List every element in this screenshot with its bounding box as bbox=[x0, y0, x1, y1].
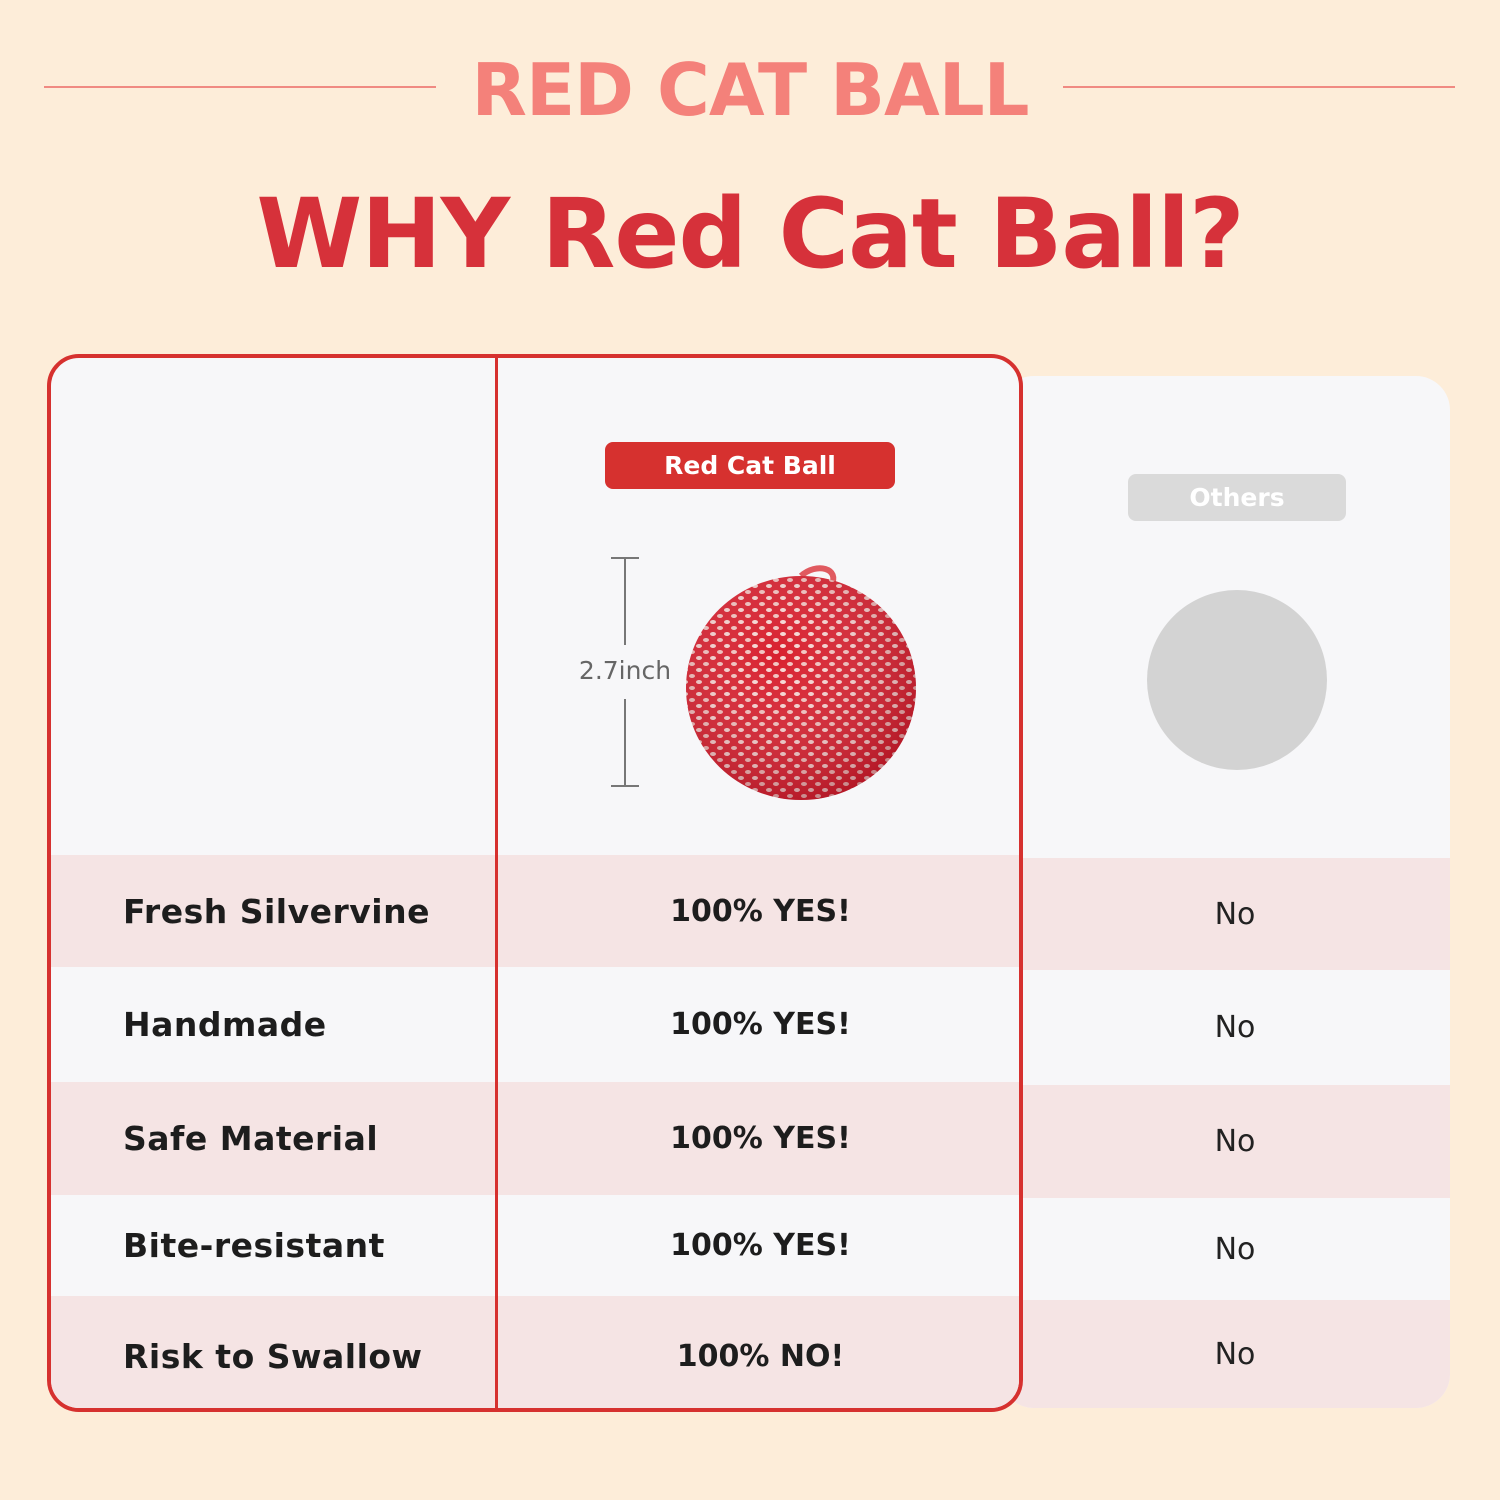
red-cat-ball-value: 100% NO! bbox=[676, 1338, 845, 1374]
table-row: Handmade 100% YES! bbox=[51, 967, 1019, 1082]
feature-label: Safe Material bbox=[123, 1119, 379, 1158]
table-row: Safe Material 100% YES! bbox=[51, 1082, 1019, 1195]
feature-label: Risk to Swallow bbox=[123, 1336, 423, 1376]
others-row: No bbox=[1000, 1300, 1450, 1408]
header-rule-right bbox=[1063, 86, 1455, 88]
others-value: No bbox=[1214, 1231, 1256, 1267]
others-value: No bbox=[1214, 1124, 1256, 1159]
brand-title: RED CAT BALL bbox=[471, 48, 1030, 132]
feature-label: Bite-resistant bbox=[123, 1226, 385, 1265]
others-row: No bbox=[1000, 970, 1450, 1085]
others-row: No bbox=[1000, 1198, 1450, 1300]
red-cat-ball-value: 100% YES! bbox=[670, 893, 851, 929]
feature-label: Fresh Silvervine bbox=[123, 891, 430, 931]
header-rule-left bbox=[44, 86, 436, 88]
red-cat-ball-value: 100% YES! bbox=[670, 1228, 851, 1263]
table-row: Fresh Silvervine 100% YES! bbox=[51, 855, 1019, 967]
others-row: No bbox=[1000, 1085, 1450, 1198]
others-row: No bbox=[1000, 858, 1450, 970]
others-column-card: Others No No No No No bbox=[1000, 376, 1450, 1408]
others-value: No bbox=[1214, 896, 1256, 932]
others-value: No bbox=[1214, 1336, 1256, 1372]
others-badge: Others bbox=[1128, 474, 1346, 521]
column-divider bbox=[495, 358, 498, 1408]
feature-label: Handmade bbox=[123, 1005, 327, 1044]
comparison-card: Red Cat Ball 2.7inch Fresh Silvervine 10… bbox=[47, 354, 1023, 1412]
red-cat-ball-badge: Red Cat Ball bbox=[605, 442, 895, 489]
size-indicator bbox=[611, 557, 641, 787]
others-value: No bbox=[1214, 1010, 1256, 1045]
red-cat-ball-image bbox=[686, 565, 916, 800]
table-row: Risk to Swallow 100% NO! bbox=[51, 1296, 1019, 1408]
headline: WHY Red Cat Ball? bbox=[256, 178, 1244, 290]
table-row: Bite-resistant 100% YES! bbox=[51, 1195, 1019, 1296]
others-placeholder-image bbox=[1147, 590, 1327, 770]
red-cat-ball-value: 100% YES! bbox=[670, 1121, 851, 1156]
size-label: 2.7inch bbox=[578, 656, 672, 685]
red-cat-ball-value: 100% YES! bbox=[670, 1007, 851, 1042]
